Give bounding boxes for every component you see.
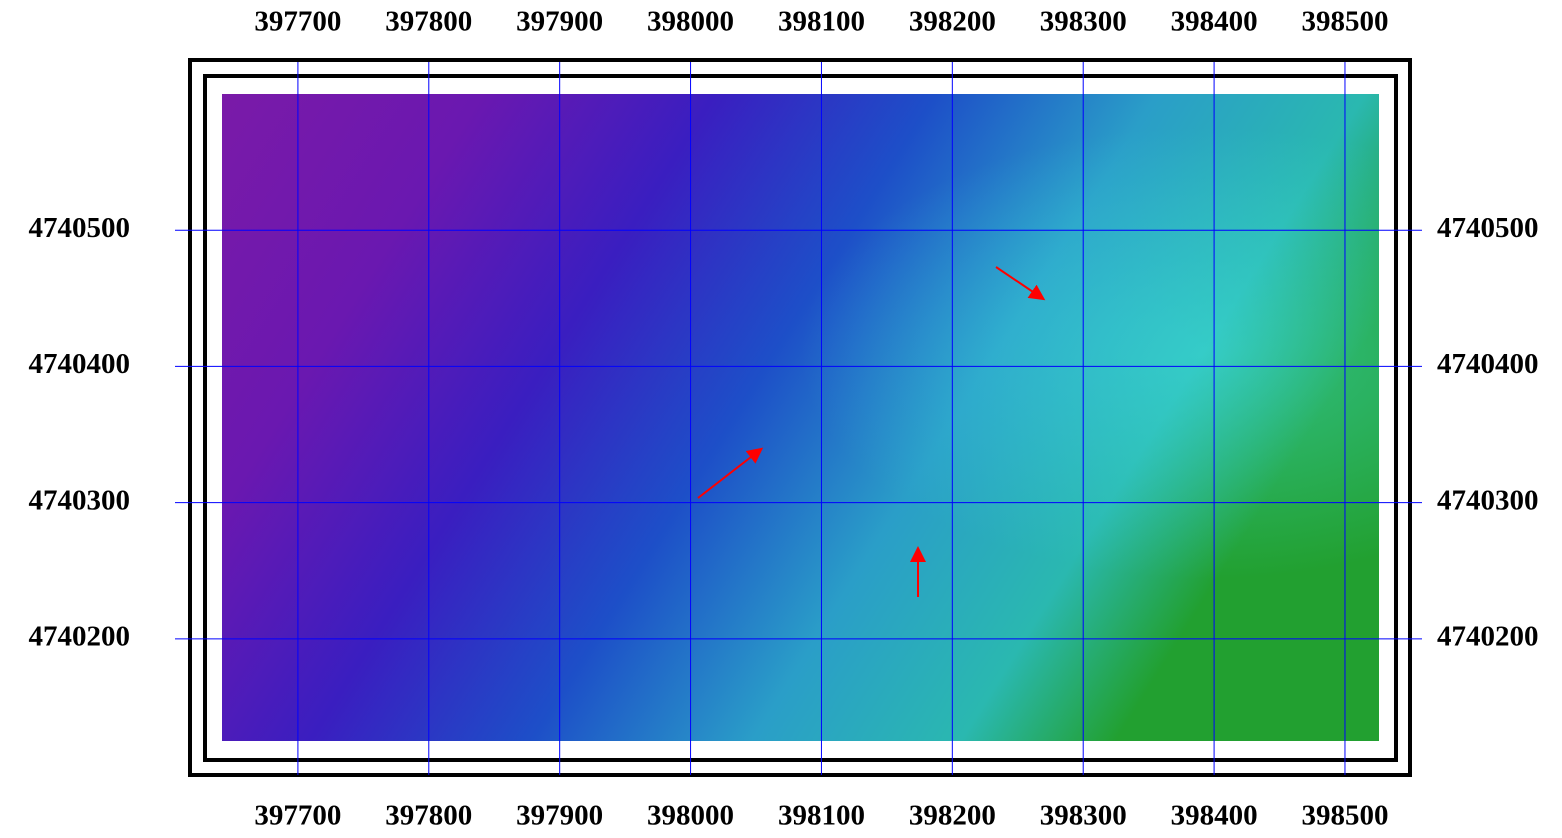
- bathymetry-highlight: [222, 94, 1379, 741]
- y-tick-label: 4740400: [29, 348, 131, 380]
- x-tick-label: 398500: [1301, 6, 1388, 38]
- y-tick-label: 4740500: [1437, 212, 1539, 244]
- x-tick-label: 398200: [909, 800, 996, 832]
- x-tick-label: 397700: [254, 800, 341, 832]
- x-tick-label: 398400: [1171, 800, 1258, 832]
- x-tick-label: 397800: [385, 6, 472, 38]
- x-tick-label: 398100: [778, 6, 865, 38]
- x-tick-label: 398100: [778, 800, 865, 832]
- x-tick-label: 398000: [647, 6, 734, 38]
- y-tick-label: 4740200: [29, 620, 131, 652]
- x-tick-label: 398500: [1301, 800, 1388, 832]
- x-tick-label: 397800: [385, 800, 472, 832]
- x-tick-label: 397900: [516, 800, 603, 832]
- y-tick-label: 4740500: [29, 212, 131, 244]
- x-tick-label: 398300: [1040, 800, 1127, 832]
- map: 397700 397700 397800 397800 397900 397900 3980…: [0, 0, 1562, 838]
- y-tick-label: 4740400: [1437, 348, 1539, 380]
- x-tick-label: 397700: [254, 6, 341, 38]
- y-tick-label: 4740200: [1437, 620, 1539, 652]
- y-tick-label: 4740300: [1437, 484, 1539, 516]
- x-tick-label: 397900: [516, 6, 603, 38]
- y-tick-label: 4740300: [29, 484, 131, 516]
- x-tick-label: 398300: [1040, 6, 1127, 38]
- x-tick-label: 398200: [909, 6, 996, 38]
- x-tick-label: 398400: [1171, 6, 1258, 38]
- x-tick-label: 398000: [647, 800, 734, 832]
